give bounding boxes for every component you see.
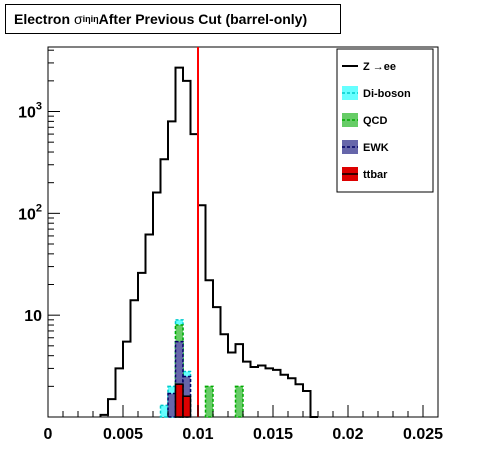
y-tick-label: 10	[24, 308, 42, 325]
stacked-histograms	[159, 319, 244, 418]
title-prefix: Electron	[14, 11, 71, 27]
legend-label-ewk: EWK	[363, 142, 389, 154]
legend-label-di-boson: Di-boson	[363, 88, 411, 100]
chart-title: Electron σ iηiη After Previous Cut (barre…	[5, 4, 341, 34]
bar-ttbar-0	[174, 383, 184, 418]
x-tick-label: 0.025	[403, 426, 443, 443]
x-tick-label: 0	[44, 426, 53, 443]
title-subscript: iηiη	[82, 14, 99, 24]
legend: Z →ee Di-boson QCD EWK ttbar	[336, 48, 434, 193]
legend-label-ttbar: ttbar	[363, 169, 388, 181]
bar-qcd-1	[204, 385, 214, 418]
x-tick-label: 0.02	[332, 426, 363, 443]
title-suffix: After Previous Cut (barrel-only)	[98, 11, 308, 27]
bar-ewk-0	[167, 392, 177, 418]
title-sigma: σ	[74, 11, 83, 27]
y-tick-label: 103	[18, 101, 42, 122]
bar-ttbar-1	[182, 395, 192, 418]
x-tick-label: 0.005	[103, 426, 143, 443]
axes: 0 0.005 0.01 0.015 0.02 0.025 10 102 103	[18, 49, 443, 443]
legend-label-z-ee: Z →ee	[363, 61, 396, 73]
bar-qcd-2	[234, 385, 244, 418]
signal-histogram	[99, 66, 318, 418]
series-line-zee	[99, 66, 318, 418]
x-tick-label: 0.01	[182, 426, 213, 443]
x-tick-label: 0.015	[253, 426, 293, 443]
legend-label-qcd: QCD	[363, 115, 388, 127]
y-tick-label: 102	[18, 202, 42, 223]
bar-di-boson-0	[159, 404, 169, 418]
